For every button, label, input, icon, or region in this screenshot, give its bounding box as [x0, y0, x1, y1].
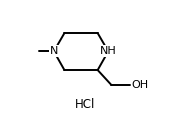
Text: NH: NH — [100, 46, 117, 56]
Text: HCl: HCl — [75, 98, 95, 111]
Text: OH: OH — [132, 80, 149, 90]
Text: N: N — [50, 46, 58, 56]
